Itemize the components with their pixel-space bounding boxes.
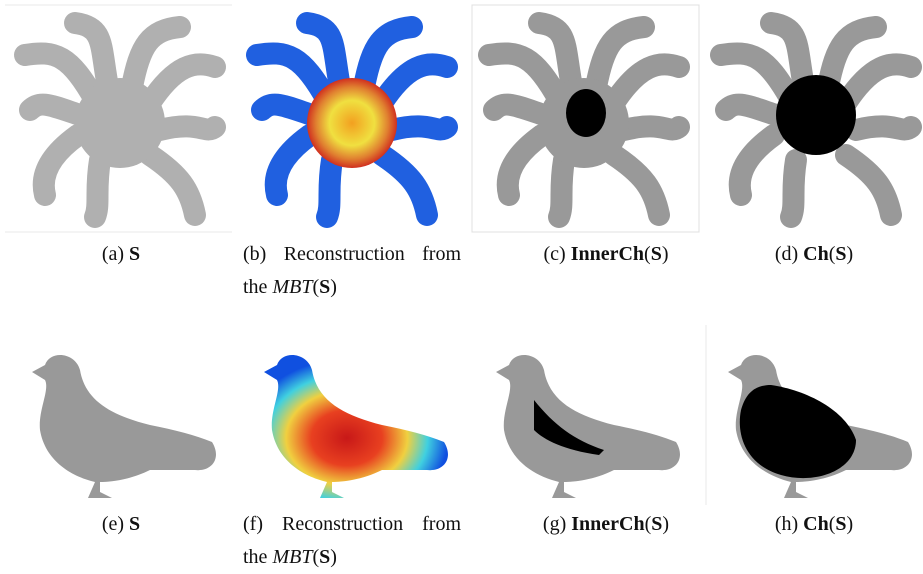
caption-text: ) <box>662 513 670 535</box>
caption-text: (g) <box>542 513 567 535</box>
caption-text: S <box>650 243 662 265</box>
caption-text: ) <box>846 513 854 535</box>
caption-text: ( <box>644 243 651 265</box>
caption-text: S <box>835 513 847 535</box>
caption-text: S <box>319 546 331 568</box>
caption-text: ( <box>828 513 836 535</box>
caption-text: (e) <box>101 513 125 535</box>
caption-text: ) <box>846 243 854 265</box>
spider-hull <box>721 23 911 217</box>
caption-text: ( <box>828 243 836 265</box>
bird-inner-hull <box>496 354 680 498</box>
caption-text: (b) <box>243 243 267 265</box>
bird-hull <box>728 354 912 498</box>
caption-text: ( <box>644 513 652 535</box>
caption-text: ( <box>312 546 320 568</box>
caption-text: Reconstruction from the <box>243 513 461 568</box>
caption-text: MBT <box>272 276 313 298</box>
caption: (h) Ch(S) <box>705 508 923 541</box>
caption-text: (c) <box>543 243 566 265</box>
caption-text: Ch <box>803 513 829 535</box>
caption-text: ) <box>330 276 337 298</box>
caption-text: ) <box>330 546 337 568</box>
spider-shape <box>25 23 215 217</box>
caption-text: S <box>835 243 847 265</box>
bird-shape <box>32 354 216 498</box>
caption-text: S <box>651 513 663 535</box>
caption-text: (h) <box>774 513 799 535</box>
caption: (c) InnerCh(S) <box>497 238 715 271</box>
caption-text: InnerCh <box>571 513 645 535</box>
caption-text: ( <box>312 276 320 298</box>
caption-text: Ch <box>803 243 829 265</box>
caption-text: S <box>129 243 141 265</box>
caption-text: InnerCh <box>570 243 645 265</box>
caption-text: S <box>129 513 141 535</box>
caption: (a) S <box>12 238 230 271</box>
caption-text: Reconstruction from the <box>243 243 461 298</box>
caption-text: ) <box>661 243 669 265</box>
caption: (d) Ch(S) <box>705 238 923 271</box>
caption: (e) S <box>12 508 230 541</box>
caption-text: S <box>319 276 331 298</box>
frame <box>471 4 700 233</box>
caption-text: MBT <box>272 546 313 568</box>
caption: (f) Reconstruction from the MBT(S) <box>243 508 461 574</box>
spider-inner-hull <box>489 23 679 217</box>
caption: (g) InnerCh(S) <box>497 508 715 541</box>
caption-text: (f) <box>243 513 263 535</box>
caption: (b) Reconstruction from the MBT(S) <box>243 238 461 304</box>
caption-text: (d) <box>774 243 799 265</box>
bird-heatmap <box>264 354 448 498</box>
caption-text: (a) <box>101 243 125 265</box>
spider-heatmap <box>257 23 447 217</box>
